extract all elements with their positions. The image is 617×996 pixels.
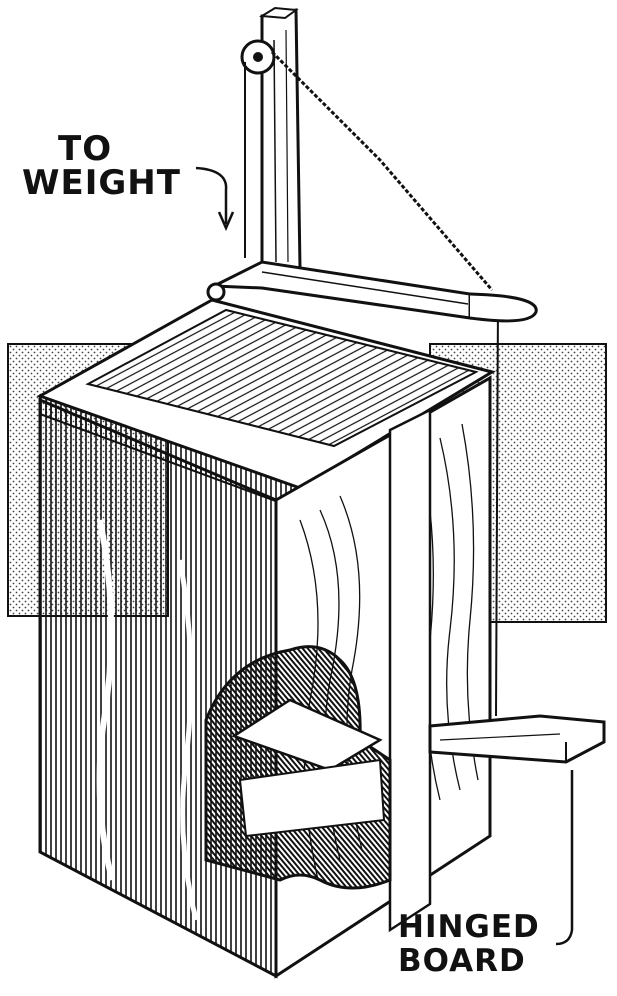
label-hinged: HINGED [398, 909, 540, 945]
hinged-board-pointer [555, 770, 574, 946]
rope [244, 50, 499, 717]
hinged-board [428, 714, 606, 764]
lever-arm [206, 260, 538, 323]
label-board: BOARD [398, 943, 526, 979]
label-weight: WEIGHT [22, 163, 181, 203]
upright-post [258, 6, 302, 274]
weight-arrow-icon [195, 166, 235, 232]
label-to: TO [58, 129, 113, 169]
pulley-icon [240, 39, 276, 75]
cutaway-opening [204, 645, 392, 890]
